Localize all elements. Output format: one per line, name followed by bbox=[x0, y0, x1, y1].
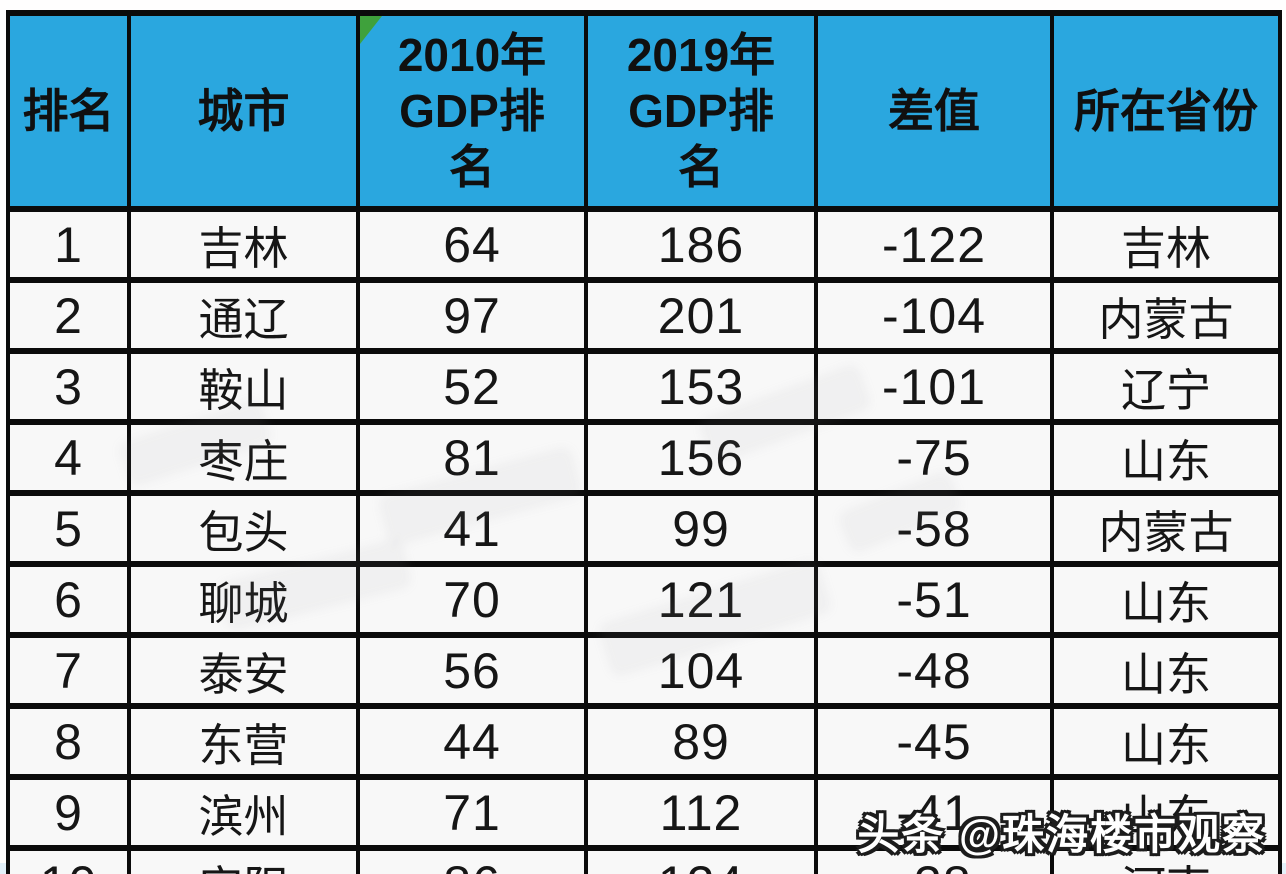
cell-city: 包头 bbox=[127, 490, 360, 567]
cell-diff: -75 bbox=[814, 419, 1054, 496]
cell-city: 吉林 bbox=[127, 206, 360, 283]
column-header-rank: 排名 bbox=[6, 10, 131, 212]
cell-province: 河南 bbox=[1050, 845, 1282, 874]
cell-gdp2019: 104 bbox=[584, 632, 818, 709]
cell-city: 滨州 bbox=[127, 774, 360, 851]
table-row: 3 鞍山 52 153 -101 辽宁 bbox=[6, 348, 1282, 425]
cell-province: 山东 bbox=[1050, 774, 1282, 851]
table-row: 7 泰安 56 104 -48 山东 bbox=[6, 632, 1282, 709]
cell-rank: 10 bbox=[6, 845, 131, 874]
cell-gdp2019: 121 bbox=[584, 561, 818, 638]
cell-gdp2019: 153 bbox=[584, 348, 818, 425]
cell-gdp2019: 186 bbox=[584, 206, 818, 283]
cell-gdp2019: 124 bbox=[584, 845, 818, 874]
table-row: 5 包头 41 99 -58 内蒙古 bbox=[6, 490, 1282, 567]
cell-gdp2010: 44 bbox=[356, 703, 588, 780]
cell-gdp2010: 56 bbox=[356, 632, 588, 709]
cell-city: 枣庄 bbox=[127, 419, 360, 496]
cell-diff: -104 bbox=[814, 277, 1054, 354]
cell-province: 吉林 bbox=[1050, 206, 1282, 283]
cell-rank: 5 bbox=[6, 490, 131, 567]
cell-province: 山东 bbox=[1050, 632, 1282, 709]
cell-gdp2019: 201 bbox=[584, 277, 818, 354]
column-header-province: 所在省份 bbox=[1050, 10, 1282, 212]
cell-diff: -38 bbox=[814, 845, 1054, 874]
cell-city: 泰安 bbox=[127, 632, 360, 709]
table-row: 1 吉林 64 186 -122 吉林 bbox=[6, 206, 1282, 283]
cell-diff: -101 bbox=[814, 348, 1054, 425]
cell-gdp2010: 52 bbox=[356, 348, 588, 425]
cell-province: 内蒙古 bbox=[1050, 277, 1282, 354]
cell-province: 山东 bbox=[1050, 703, 1282, 780]
cell-rank: 9 bbox=[6, 774, 131, 851]
column-header-gdp2010: 2010年 GDP排 名 bbox=[356, 10, 588, 212]
column-header-gdp2019: 2019年 GDP排 名 bbox=[584, 10, 818, 212]
cell-city: 鞍山 bbox=[127, 348, 360, 425]
cell-province: 山东 bbox=[1050, 561, 1282, 638]
header-row: 排名 城市 2010年 GDP排 名 2019年 GDP排 名 差值 所在省份 bbox=[6, 10, 1282, 212]
cell-rank: 2 bbox=[6, 277, 131, 354]
cell-rank: 7 bbox=[6, 632, 131, 709]
cell-city: 安阳 bbox=[127, 845, 360, 874]
cell-city: 聊城 bbox=[127, 561, 360, 638]
cell-rank: 6 bbox=[6, 561, 131, 638]
cell-gdp2010: 70 bbox=[356, 561, 588, 638]
cell-rank: 1 bbox=[6, 206, 131, 283]
toutiao-watermark: 头条 @珠海楼市观察 bbox=[857, 811, 1266, 858]
gdp-ranking-table: 排名 城市 2010年 GDP排 名 2019年 GDP排 名 差值 所在省份 … bbox=[6, 10, 1282, 874]
table-row: 4 枣庄 81 156 -75 山东 bbox=[6, 419, 1282, 496]
cell-gdp2010: 81 bbox=[356, 419, 588, 496]
cell-province: 辽宁 bbox=[1050, 348, 1282, 425]
cell-diff: -41 bbox=[814, 774, 1054, 851]
table-row: 9 滨州 71 112 -41 山东 bbox=[6, 774, 1282, 851]
cell-city: 通辽 bbox=[127, 277, 360, 354]
cell-diff: -122 bbox=[814, 206, 1054, 283]
column-header-diff: 差值 bbox=[814, 10, 1054, 212]
table-row: 8 东营 44 89 -45 山东 bbox=[6, 703, 1282, 780]
column-header-gdp2010-label: 2010年 GDP排 名 bbox=[397, 28, 547, 194]
cell-gdp2010: 97 bbox=[356, 277, 588, 354]
cell-rank: 3 bbox=[6, 348, 131, 425]
cell-diff: -48 bbox=[814, 632, 1054, 709]
cell-gdp2010: 64 bbox=[356, 206, 588, 283]
cell-gdp2010: 41 bbox=[356, 490, 588, 567]
cell-gdp2019: 112 bbox=[584, 774, 818, 851]
cell-gdp2010: 71 bbox=[356, 774, 588, 851]
cell-gdp2019: 89 bbox=[584, 703, 818, 780]
table-row: 6 聊城 70 121 -51 山东 bbox=[6, 561, 1282, 638]
cell-province: 内蒙古 bbox=[1050, 490, 1282, 567]
cell-gdp2010: 86 bbox=[356, 845, 588, 874]
cell-city: 东营 bbox=[127, 703, 360, 780]
cell-rank: 8 bbox=[6, 703, 131, 780]
cell-gdp2019: 99 bbox=[584, 490, 818, 567]
table-row: 10 安阳 86 124 -38 河南 bbox=[6, 845, 1282, 874]
cell-rank: 4 bbox=[6, 419, 131, 496]
cell-diff: -58 bbox=[814, 490, 1054, 567]
cell-province: 山东 bbox=[1050, 419, 1282, 496]
cell-gdp2019: 156 bbox=[584, 419, 818, 496]
cell-diff: -45 bbox=[814, 703, 1054, 780]
table-row: 2 通辽 97 201 -104 内蒙古 bbox=[6, 277, 1282, 354]
column-header-city: 城市 bbox=[127, 10, 360, 212]
green-corner-marker-icon bbox=[362, 19, 382, 44]
cell-diff: -51 bbox=[814, 561, 1054, 638]
